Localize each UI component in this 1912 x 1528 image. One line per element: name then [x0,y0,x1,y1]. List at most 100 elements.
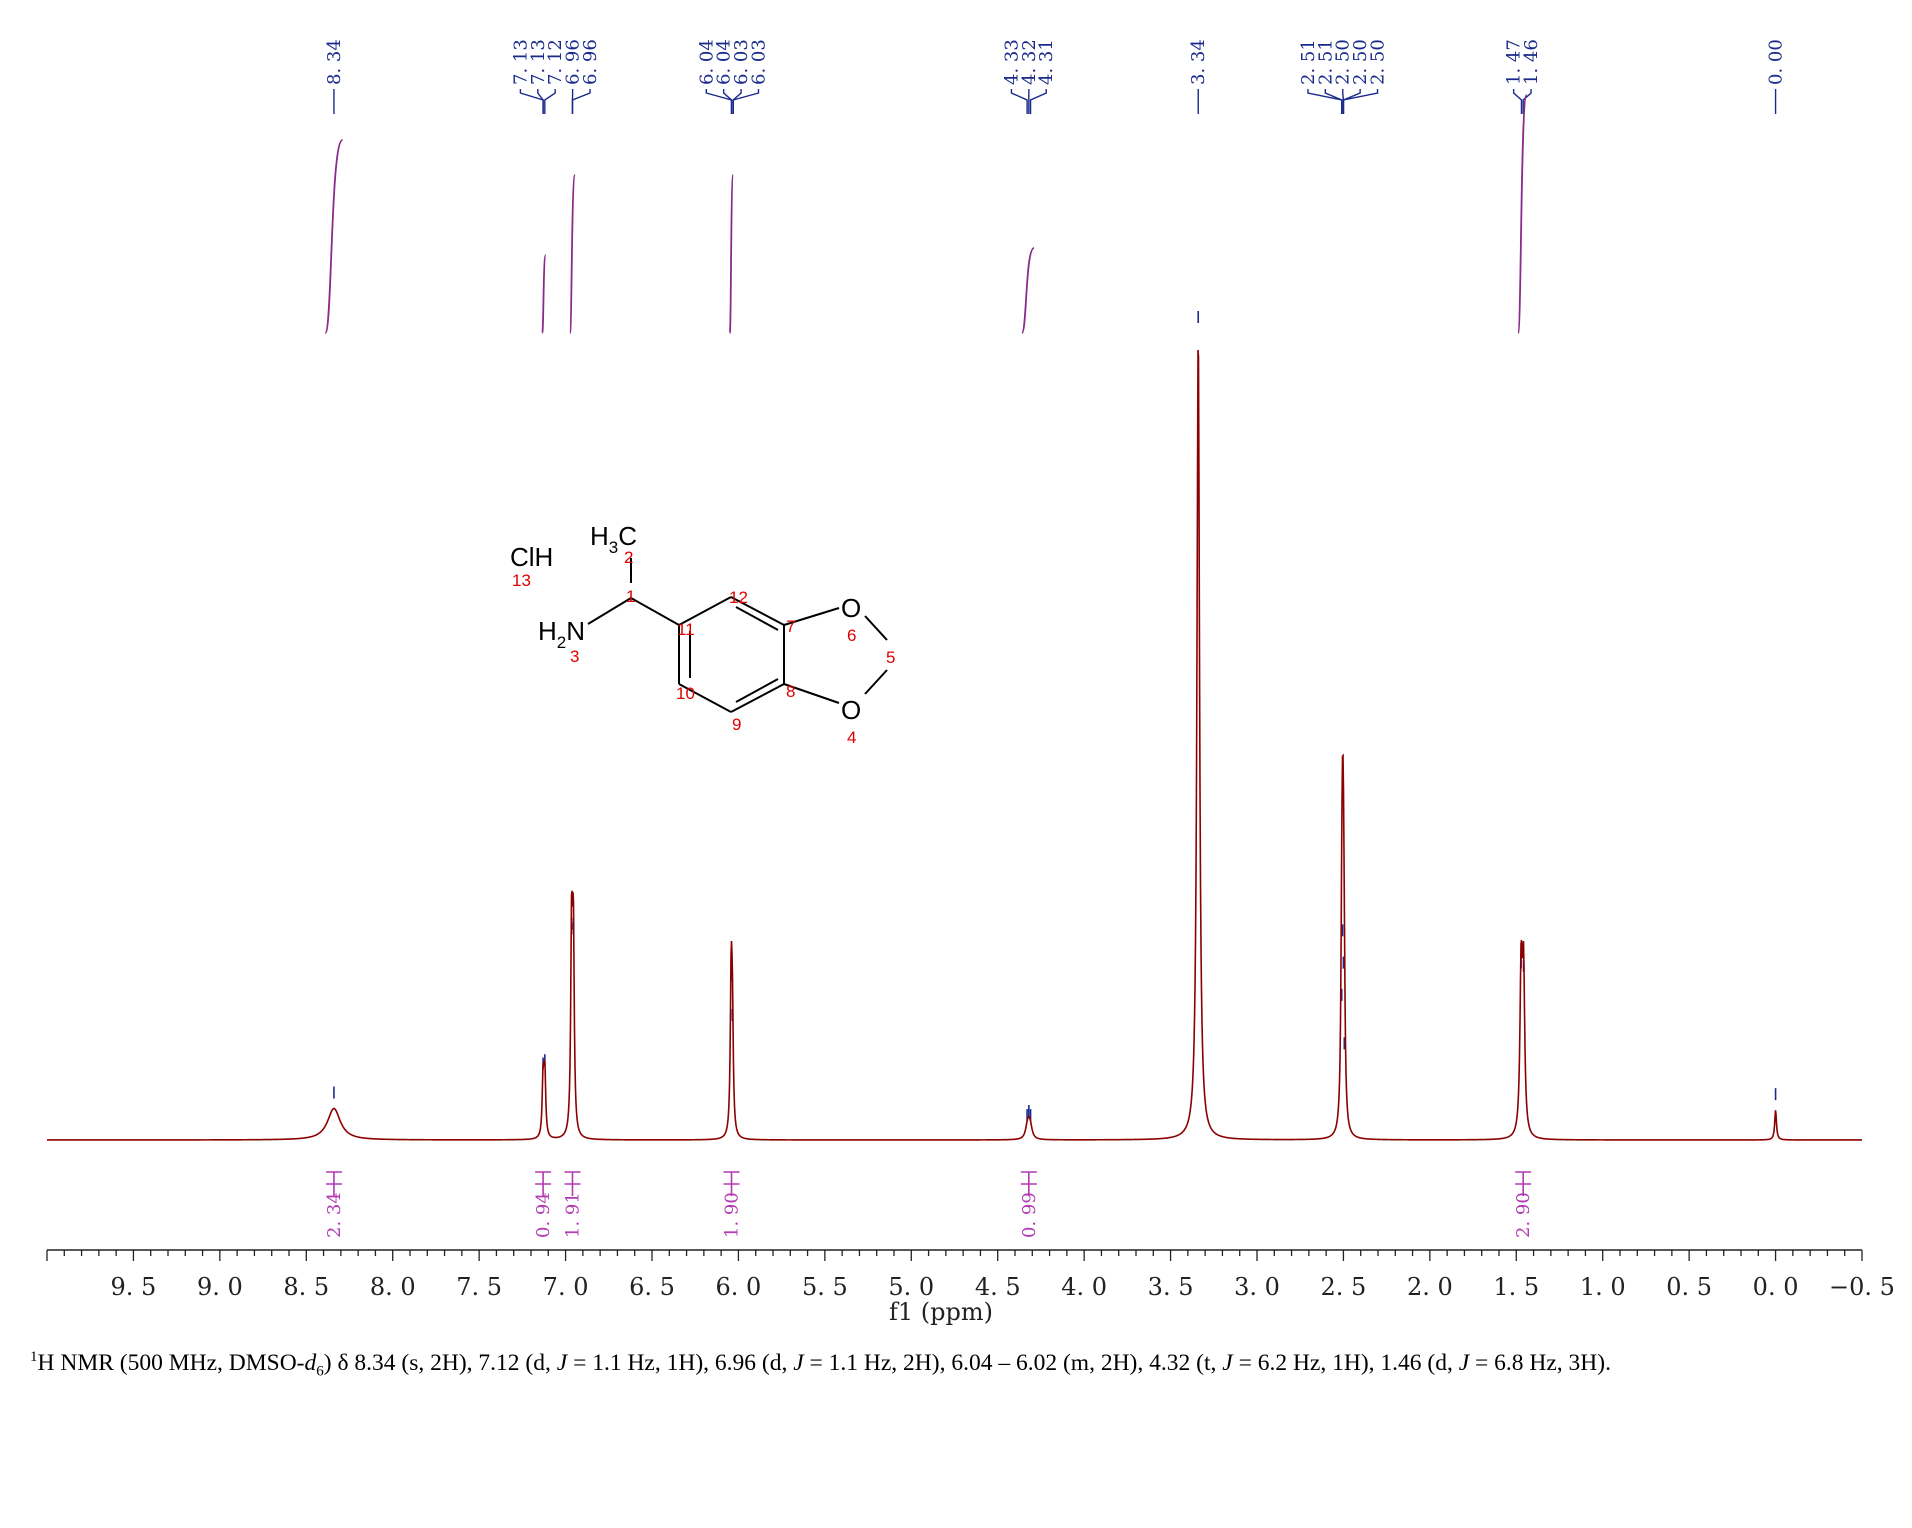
atom-number-7: 7 [786,617,795,636]
peak-label-connector [1342,89,1361,114]
peak-label: 8. 34 [324,39,345,85]
caption-solvent-d: d [304,1349,317,1376]
peak-label: 7. 12 [545,39,566,85]
bond-1-11 [630,597,680,626]
x-axis: 9. 5 9. 0 8. 5 8. 0 7. 5 7. 0 6. 5 6. 0 5. 5 5. 0… [46,1249,1895,1301]
x-tick-label: 0. 0 [1753,1273,1799,1301]
x-tick-label: 1. 0 [1580,1273,1626,1301]
peak-labels-group: 8. 34 7. 137. 137. 126. 966. 96 6. 046. 04… [324,39,1787,114]
caption-part-1: ) δ 8.34 (s, 2H), 7.12 (d, [323,1349,557,1376]
peak-label: 7. 13 [528,39,549,85]
caption-j3: J [1222,1349,1233,1376]
peak-label: 0. 00 [1766,39,1787,85]
bond-o6-5 [864,615,888,641]
x-tick-label: 4. 5 [975,1273,1021,1301]
peak-label-connector [1512,89,1523,114]
peak-label-connector [1010,89,1028,114]
atom-number-1: 1 [626,587,635,606]
spectrum-line [47,349,1862,1141]
peak-label: 2. 51 [1298,39,1319,85]
bond-7-o6 [783,607,840,626]
integral-value-label: 1. 90 [722,1192,743,1238]
peak-label: 2. 50 [1333,39,1354,85]
atom-number-3: 3 [570,647,579,666]
integral-value-label: 2. 90 [1513,1192,1534,1238]
bond-8-9-double [735,678,779,703]
peak-label-connector [519,89,544,114]
integral-curve [1517,94,1528,334]
integral-curve [568,174,576,334]
bond-1-3 [587,597,632,625]
x-tick-label: 3. 5 [1148,1273,1194,1301]
x-tick-label: 6. 0 [716,1273,762,1301]
peak-label: 2. 51 [1315,39,1336,85]
peak-label: 4. 33 [1001,39,1022,85]
atom-number-6: 6 [847,626,856,645]
peak-label: 1. 46 [1521,39,1542,85]
integral-value-label: 1. 91 [562,1192,583,1238]
caption-part-4: = 6.2 Hz, 1H), 1.46 (d, [1232,1349,1459,1376]
caption-part-2: = 1.1 Hz, 1H), 6.96 (d, [567,1349,794,1376]
atom-number-13: 13 [512,571,531,590]
peak-label-connector [732,89,742,114]
integral-curve [728,174,735,334]
integral-curves-group [324,94,1528,334]
peak-label-connector [1324,89,1343,114]
peak-label: 2. 50 [1368,39,1389,85]
atom-number-8: 8 [786,682,795,701]
atom-number-4: 4 [847,728,856,747]
x-tick-label: 2. 0 [1407,1273,1453,1301]
peak-label: 6. 04 [696,39,717,85]
x-tick-label: 3. 0 [1234,1273,1280,1301]
x-axis-title: f1 (ppm) [889,1298,993,1326]
integral-bracket [1515,1171,1532,1196]
x-tick-label: 7. 5 [456,1273,502,1301]
peak-label-connector [732,89,760,114]
x-tick-label: 5. 5 [802,1273,848,1301]
atom-number-2: 2 [624,548,633,567]
integral-bracket [325,1171,342,1196]
atom-number-12: 12 [729,588,748,607]
atom-number-10: 10 [676,684,695,703]
integral-bracket [723,1171,740,1196]
integral-marks-group: 2. 34 0. 94 1. 91 1. 90 0. 99 2. 90 [324,1171,1534,1238]
caption-subscript: 6 [316,1363,324,1380]
integral-value-label: 0. 99 [1019,1192,1040,1238]
oxygen-6-label: O [841,593,861,623]
peak-label: 6. 96 [563,39,584,85]
integral-value-label: 0. 94 [533,1192,554,1238]
peak-label: 6. 03 [731,39,752,85]
x-tick-label: 0. 5 [1666,1273,1712,1301]
bond-8-o4 [783,683,840,704]
peak-label-connector [537,89,544,114]
peak-label-connector [705,89,733,114]
nmr-caption: 1H NMR (500 MHz, DMSO-d6) δ 8.34 (s, 2H)… [30,1349,1910,1381]
peak-label: 1. 47 [1504,39,1525,85]
caption-part-3: = 1.1 Hz, 2H), 6.04 – 6.02 (m, 2H), 4.32… [803,1349,1223,1376]
caption-j4: J [1458,1349,1470,1376]
bond-12-7 [730,596,785,626]
peak-label-connector [722,89,733,114]
caption-superscript: 1 [30,1349,38,1365]
x-tick-label: 8. 5 [283,1273,329,1301]
x-tick-label: 5. 0 [888,1273,934,1301]
caption-part-5: = 6.8 Hz, 3H). [1469,1349,1611,1376]
peak-label: 4. 31 [1036,39,1057,85]
x-tick-label: 2. 5 [1321,1273,1367,1301]
peak-label: 6. 04 [714,39,735,85]
peak-label-connector [544,89,556,114]
bond-11-12 [678,596,732,626]
hcl-label: ClH [510,542,553,572]
integral-value-label: 2. 34 [324,1192,345,1238]
x-tick-label: 8. 0 [370,1273,416,1301]
bond-12-7-double [735,606,779,631]
integral-bracket [1020,1171,1037,1196]
peak-label-connector [571,89,591,114]
peak-label: 7. 13 [510,39,531,85]
x-tick-label: 1. 5 [1493,1273,1539,1301]
oxygen-4-label: O [841,695,861,725]
chemical-structure: H3C ClH H2N O O 1 2 3 4 5 6 7 8 9 10 11 … [510,521,895,747]
peak-label-connector [1342,89,1379,114]
integral-curve [324,139,344,334]
integral-bracket [564,1171,581,1196]
